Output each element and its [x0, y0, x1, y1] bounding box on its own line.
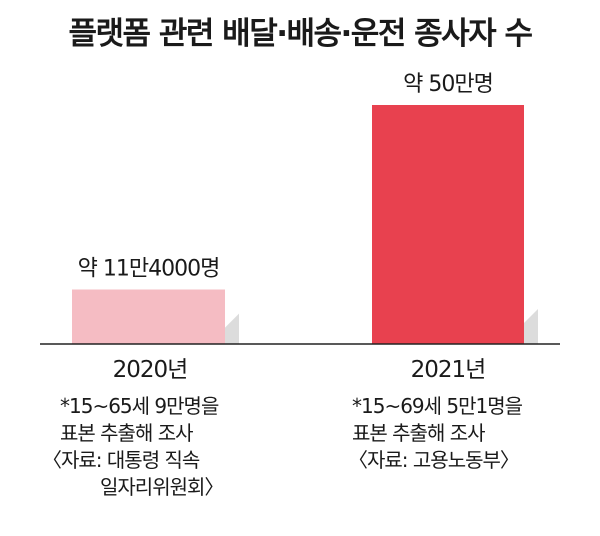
note-2020: *15~65세 9만명을 표본 추출해 조사 〈자료: 대통령 직속 일자리위원… [42, 393, 224, 501]
bar-2021년 [372, 105, 524, 344]
bar-shadow [524, 309, 538, 344]
data-label-2021년: 약 50만명 [403, 72, 493, 97]
chart-title: 플랫폼 관련 배달·배송·운전 종사자 수 [68, 16, 533, 52]
x-tick-label-2020: 2020년 [113, 357, 188, 383]
note-2020-survey: *15~65세 9만명을 [60, 394, 219, 418]
note-2021-method: 표본 추출해 조사 [352, 421, 486, 445]
note-2020-source-2: 일자리위원회〉 [100, 475, 224, 499]
note-2021-source-1: 〈자료: 고용노동부〉 [348, 448, 520, 472]
note-2021-survey: *15~69세 5만1명을 [352, 394, 523, 418]
data-label-2020년: 약 11만4000명 [78, 257, 220, 282]
bar-shadow [225, 313, 239, 344]
note-2020-method: 표본 추출해 조사 [60, 421, 194, 445]
note-2021: *15~69세 5만1명을 표본 추출해 조사 〈자료: 고용노동부〉 [348, 393, 523, 474]
bars-group: 약 11만4000명 약 50만명 [72, 72, 538, 344]
bar-2020년 [72, 289, 225, 344]
x-tick-label-2021: 2021년 [411, 357, 486, 383]
note-2020-source-1: 〈자료: 대통령 직속 [42, 448, 200, 472]
